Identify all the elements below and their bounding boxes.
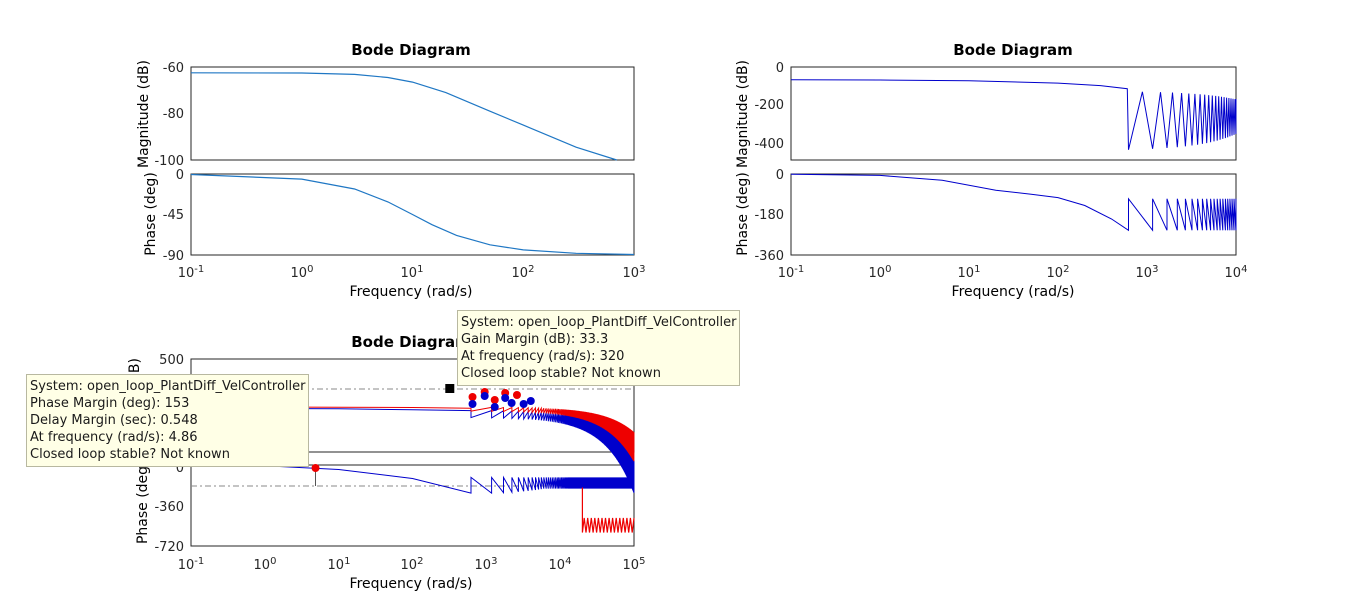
phase-ytick: -45 xyxy=(163,208,184,223)
tooltip-stability: Closed loop stable? Not known xyxy=(30,447,230,462)
magnitude-series-line xyxy=(790,79,1237,150)
crossing-marker[interactable] xyxy=(468,393,477,401)
xtick-label: 100 xyxy=(869,264,892,281)
magnitude-axes xyxy=(190,66,635,161)
xtick-label: 10-1 xyxy=(178,264,205,281)
x-axis-label: Frequency (rad/s) xyxy=(952,284,1075,300)
phase-series-line xyxy=(190,173,635,256)
gain-margin-marker[interactable] xyxy=(445,384,455,393)
phase-series-line xyxy=(790,173,1237,232)
magnitude-series-line xyxy=(190,72,617,161)
phase-ylabel: Phase (deg) xyxy=(735,172,751,256)
tooltip-system: System: open_loop_PlantDiff_VelControlle… xyxy=(30,379,306,394)
phase-ytick: -180 xyxy=(754,208,784,223)
xtick-label: 100 xyxy=(254,556,277,573)
plot-title: Bode Diagram xyxy=(351,41,470,59)
x-axis-label: Frequency (rad/s) xyxy=(350,576,473,592)
crossing-marker[interactable] xyxy=(501,394,510,402)
xtick-label: 10-1 xyxy=(778,264,805,281)
magnitude-series-red xyxy=(190,406,635,462)
tooltip-delay-margin: Delay Margin (sec): 0.548 xyxy=(30,413,198,428)
xtick-label: 102 xyxy=(1047,264,1070,281)
phase-axes xyxy=(790,173,1237,256)
xtick-label: 103 xyxy=(1136,264,1159,281)
magnitude-axes xyxy=(790,66,1237,161)
xtick-label: 101 xyxy=(958,264,981,281)
crossing-marker[interactable] xyxy=(480,392,489,400)
xtick-label: 103 xyxy=(475,556,498,573)
mag-ytick: -200 xyxy=(754,98,784,113)
tooltip-frequency: At frequency (rad/s): 320 xyxy=(461,349,625,364)
plot-title: Bode Diagram xyxy=(351,333,470,351)
phase-series-red xyxy=(581,487,635,533)
phase-ytick: -720 xyxy=(154,540,184,555)
crossing-marker[interactable] xyxy=(468,400,477,408)
phase-ytick: 0 xyxy=(176,461,184,476)
phase-series-blue xyxy=(190,464,635,495)
crossing-marker[interactable] xyxy=(512,391,521,399)
x-tick-labels: 10-1 100 101 102 103 104 105 xyxy=(178,556,646,573)
phase-ytick: 0 xyxy=(176,168,184,183)
bode-plot-2: Bode Diagram Magnitude (dB) Phase (deg) … xyxy=(735,41,1247,300)
gain-margin-tooltip[interactable]: System: open_loop_PlantDiff_VelControlle… xyxy=(457,310,741,386)
crossing-marker[interactable] xyxy=(519,400,528,408)
x-tick-labels: 10-1 100 101 102 103 104 xyxy=(778,264,1248,281)
phase-ytick: 0 xyxy=(776,168,784,183)
plot-title: Bode Diagram xyxy=(953,41,1072,59)
phase-ylabel: Phase (deg xyxy=(135,466,151,544)
crossing-marker[interactable] xyxy=(490,396,499,404)
phase-ytick: -360 xyxy=(754,249,784,264)
xtick-label: 100 xyxy=(291,264,314,281)
tooltip-phase-margin: Phase Margin (deg): 153 xyxy=(30,396,190,411)
crossing-marker[interactable] xyxy=(490,403,499,411)
x-tick-labels: 10-1 100 101 102 103 xyxy=(178,264,646,281)
mag-ytick: -80 xyxy=(163,107,184,122)
bode-plot-1: Bode Diagram Magnitude (dB) Phase (deg) … xyxy=(136,41,645,300)
xtick-label: 105 xyxy=(623,556,646,573)
xtick-label: 103 xyxy=(623,264,646,281)
tooltip-system: System: open_loop_PlantDiff_VelControlle… xyxy=(461,315,737,330)
magnitude-series-blue xyxy=(190,407,635,493)
mag-ytick: 0 xyxy=(776,61,784,76)
mag-ytick: -400 xyxy=(754,137,784,152)
phase-ytick: -90 xyxy=(163,249,184,264)
magnitude-ylabel: Magnitude (dB) xyxy=(735,60,751,168)
phase-axes xyxy=(190,464,635,547)
phase-ylabel: Phase (deg) xyxy=(143,172,159,256)
phase-margin-marker[interactable] xyxy=(311,464,320,472)
mag-ytick: 500 xyxy=(159,353,184,368)
phase-margin-tooltip[interactable]: System: open_loop_PlantDiff_VelControlle… xyxy=(26,374,310,467)
xtick-label: 102 xyxy=(512,264,535,281)
x-axis-label: Frequency (rad/s) xyxy=(350,284,473,300)
phase-ytick: -360 xyxy=(154,500,184,515)
xtick-label: 104 xyxy=(1225,264,1248,281)
crossing-marker[interactable] xyxy=(507,399,516,407)
mag-ytick: -60 xyxy=(163,61,184,76)
xtick-label: 102 xyxy=(401,556,424,573)
xtick-label: 101 xyxy=(328,556,351,573)
tooltip-stability: Closed loop stable? Not known xyxy=(461,366,661,381)
crossing-marker[interactable] xyxy=(526,397,535,405)
magnitude-ylabel: Magnitude (dB) xyxy=(136,60,152,168)
tooltip-gain-margin: Gain Margin (dB): 33.3 xyxy=(461,332,609,347)
xtick-label: 101 xyxy=(401,264,424,281)
xtick-label: 104 xyxy=(549,556,572,573)
mag-ytick: -100 xyxy=(154,154,184,169)
tooltip-frequency: At frequency (rad/s): 4.86 xyxy=(30,430,198,445)
xtick-label: 10-1 xyxy=(178,556,205,573)
